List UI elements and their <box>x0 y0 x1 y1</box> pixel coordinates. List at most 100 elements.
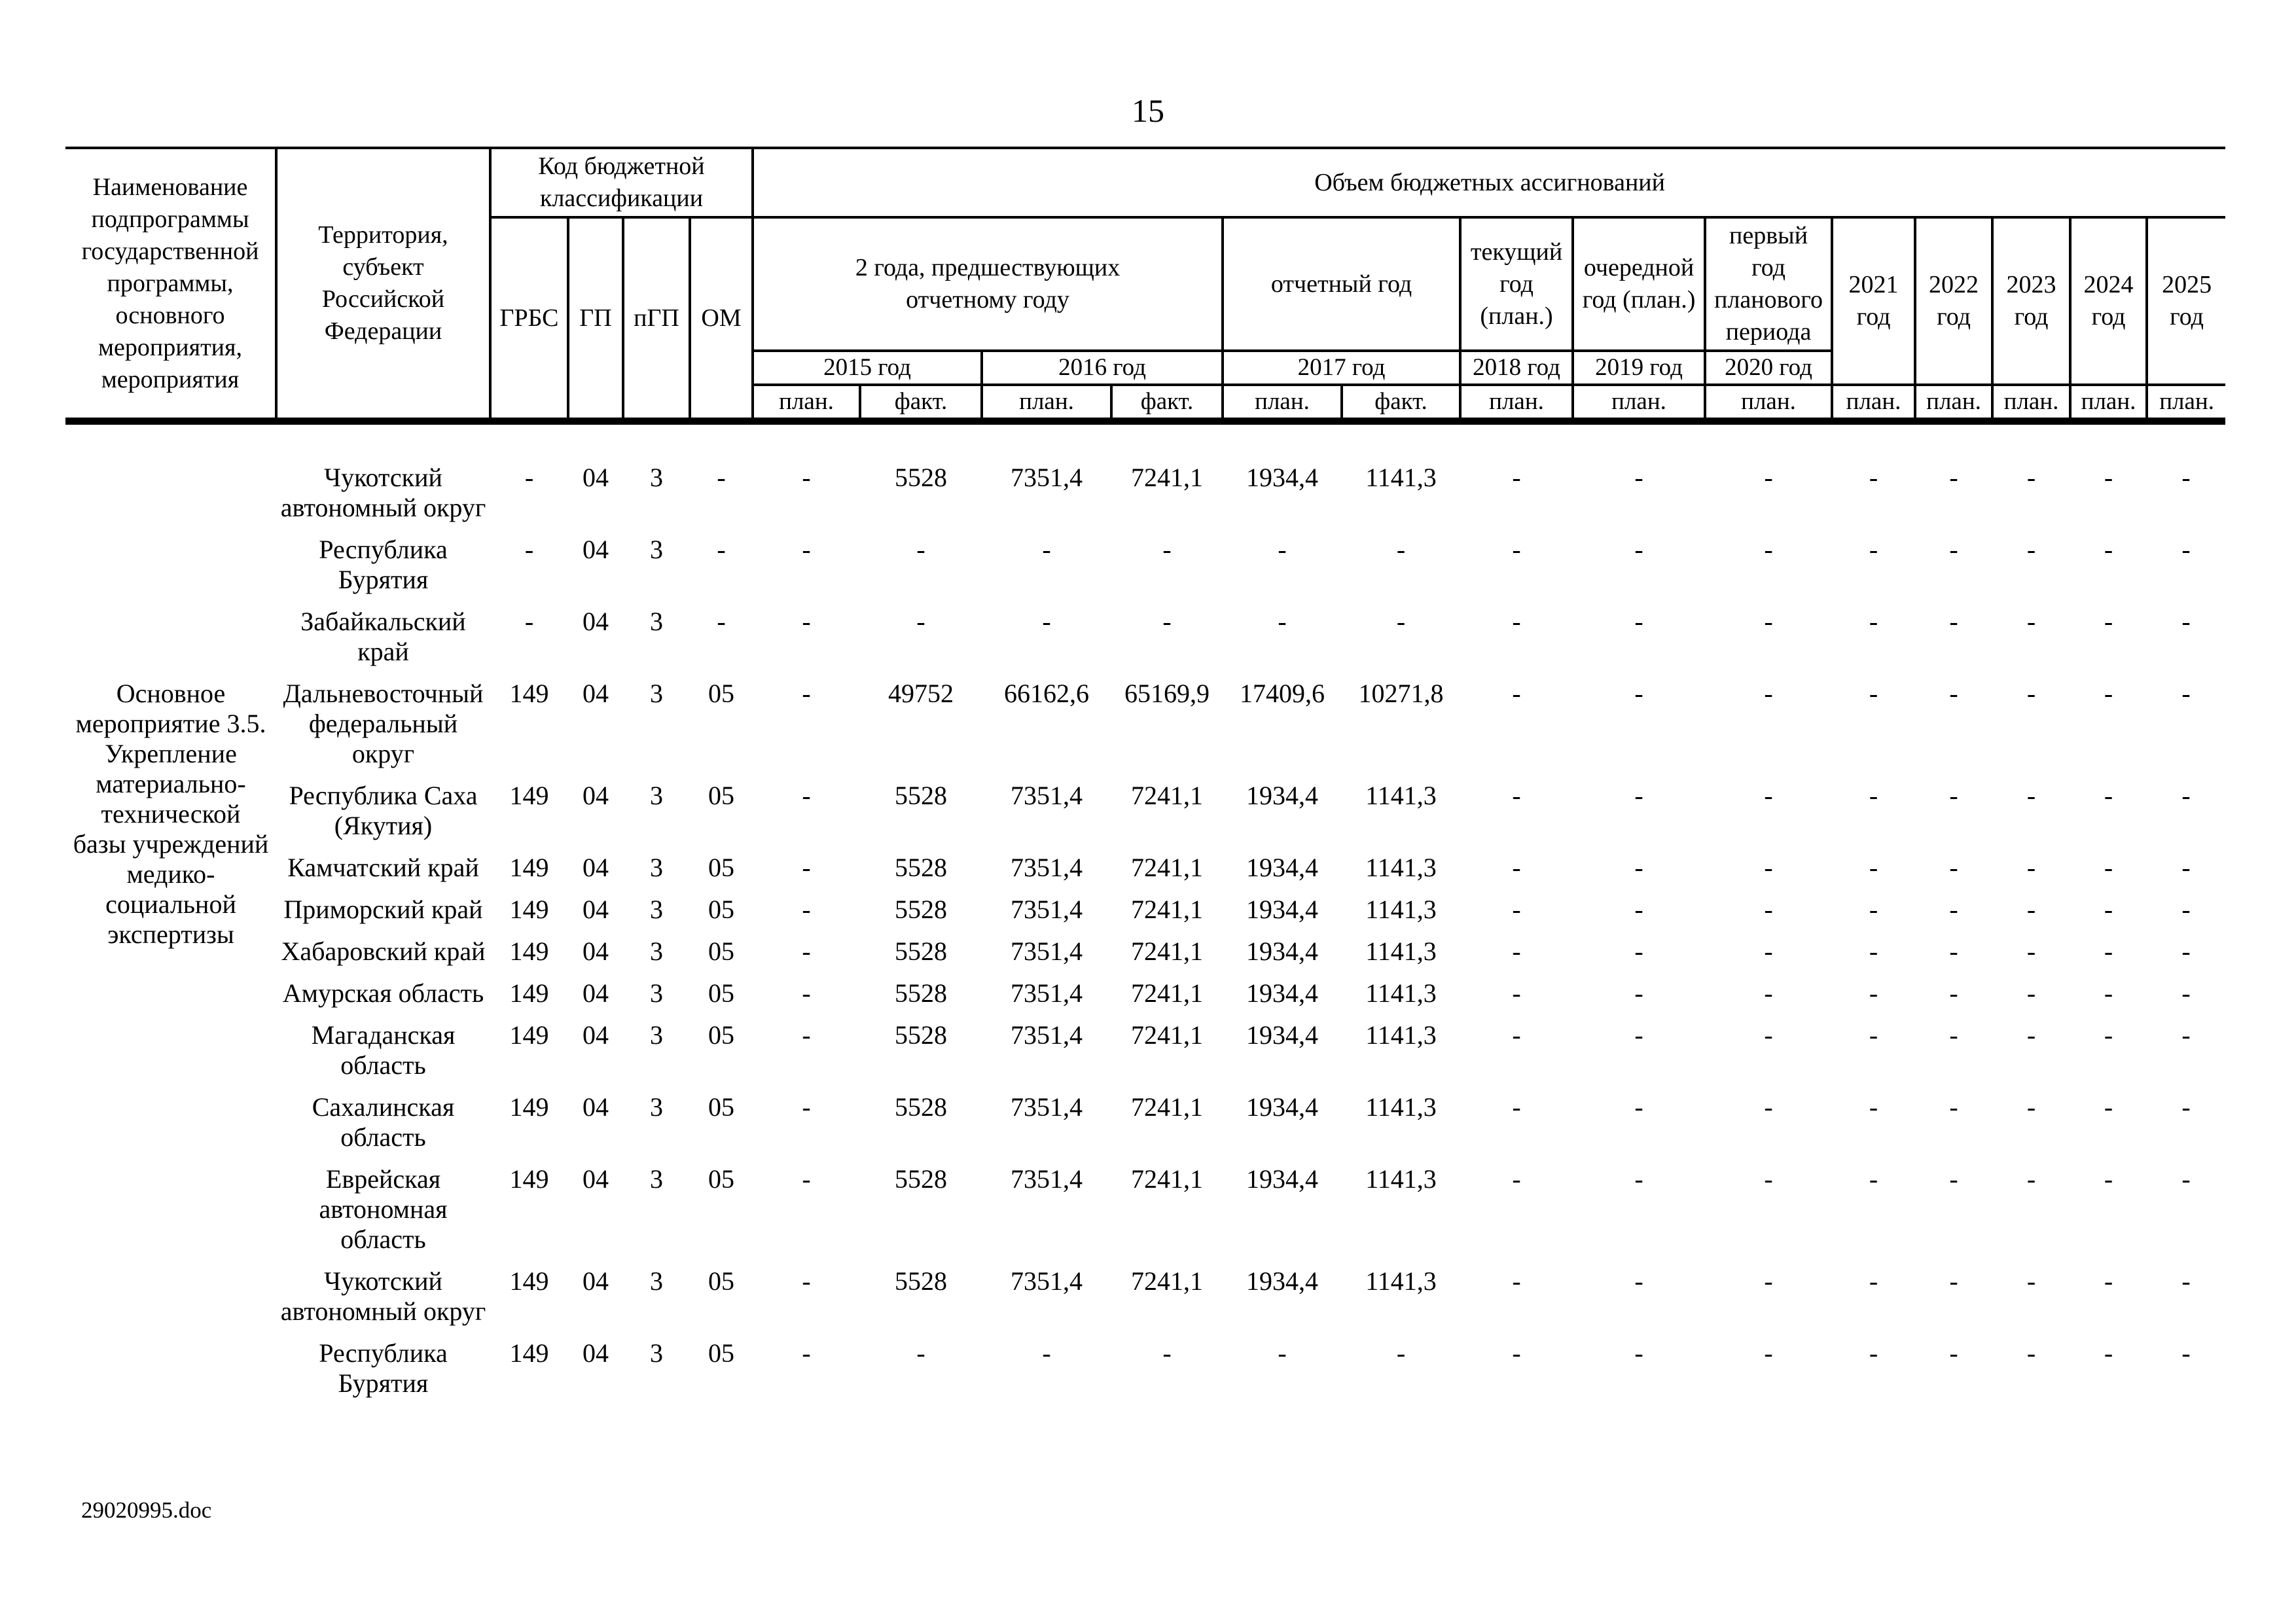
territory-cell: Забайкальский край <box>300 607 466 666</box>
pgp-cell: 3 <box>650 535 663 564</box>
value-cell: 5528 <box>895 1266 948 1296</box>
value-cell: - <box>1512 895 1521 924</box>
value-cell: - <box>1512 936 1521 966</box>
table-row: Республика Бурятия 149 04 3 05 - - - - - - - - - - - - - - <box>65 1338 2225 1410</box>
value-cell: - <box>1869 978 1878 1008</box>
territory-cell: Сахалинская область <box>312 1092 455 1152</box>
value-cell: - <box>2026 1266 2036 1296</box>
value-cell: - <box>2104 463 2113 492</box>
gp-cell: 04 <box>583 463 609 492</box>
value-cell: 5528 <box>895 895 948 924</box>
header-plan-2025: план. <box>2145 383 2226 425</box>
pgp-cell: 3 <box>650 1266 663 1296</box>
value-cell: 1934,4 <box>1246 1092 1319 1122</box>
value-cell: 7351,4 <box>1011 936 1083 966</box>
value-cell: - <box>802 936 811 966</box>
header-year-2019: 2019 год <box>1571 349 1707 386</box>
gp-cell: 04 <box>583 1020 609 1050</box>
table-row: Основное мероприятие 3.5. Укрепление мат… <box>65 679 2225 949</box>
value-cell: 5528 <box>895 1020 948 1050</box>
header-territory: Территория, субъект Российской Федерации <box>275 147 492 425</box>
value-cell: - <box>1278 535 1287 564</box>
value-cell: - <box>1764 1020 1773 1050</box>
table-row: Чукотский автономный округ - 04 3 - - 5528 7351… <box>65 421 2225 535</box>
gp-cell: 04 <box>583 1092 609 1122</box>
header-year-2020: 2020 год <box>1704 349 1834 386</box>
pgp-cell: 3 <box>650 895 663 924</box>
table-row: Магаданская область 149 04 3 05 - 5528 7351,4 72… <box>65 1020 2225 1092</box>
header-next-year: очередной год (план.) <box>1571 216 1707 352</box>
header-first-plan-year: первый год планового периода <box>1704 216 1834 352</box>
value-cell: - <box>802 1338 811 1368</box>
value-cell: - <box>1512 781 1521 810</box>
pgp-cell: 3 <box>650 1092 663 1122</box>
value-cell: 7351,4 <box>1011 1164 1083 1194</box>
gp-cell: 04 <box>583 1164 609 1194</box>
value-cell: 1934,4 <box>1246 1020 1319 1050</box>
value-cell: - <box>1949 679 1958 708</box>
value-cell: - <box>1396 607 1406 636</box>
header-plan-2015: план. <box>751 383 862 425</box>
value-cell: - <box>802 853 811 882</box>
value-cell: - <box>1949 1020 1958 1050</box>
grbs-cell: 149 <box>509 1020 549 1050</box>
value-cell: - <box>1764 463 1773 492</box>
value-cell: - <box>1949 463 1958 492</box>
value-cell: - <box>1512 853 1521 882</box>
value-cell: - <box>1042 1338 1051 1368</box>
value-cell: 1141,3 <box>1365 463 1437 492</box>
value-cell: - <box>2181 535 2191 564</box>
value-cell: - <box>1634 936 1643 966</box>
header-row-top: Наименование подпрограммы государственно… <box>65 147 2226 425</box>
value-cell: - <box>2181 1338 2191 1368</box>
value-cell: 1141,3 <box>1365 1266 1437 1296</box>
value-cell: - <box>1162 607 1172 636</box>
table-row: Хабаровский край 149 04 3 05 - 5528 7351,4 7241,… <box>65 936 2225 978</box>
value-cell: - <box>1949 1338 1958 1368</box>
header-two-prior-years: 2 года, предшествующих отчетному году <box>751 216 1225 352</box>
gp-cell: 04 <box>583 679 609 708</box>
territory-cell: Чукотский автономный округ <box>280 463 486 522</box>
value-cell: - <box>802 463 811 492</box>
grbs-cell: 149 <box>509 1164 549 1194</box>
header-year-2018: 2018 год <box>1459 349 1575 386</box>
header-row-groups: ГРБС ГП пГП ОМ 2 года, предшествующих от… <box>65 216 2226 425</box>
table-row: Чукотский автономный округ 149 04 3 05 - 5528 7… <box>65 1266 2225 1338</box>
value-cell: - <box>802 1164 811 1194</box>
value-cell: - <box>1634 679 1643 708</box>
table-row: Еврейская автономная область 149 04 3 05 - 552… <box>65 1164 2225 1266</box>
value-cell: - <box>2026 978 2036 1008</box>
value-cell: - <box>2026 853 2036 882</box>
value-cell: - <box>1042 607 1051 636</box>
territory-cell: Приморский край <box>283 895 483 924</box>
value-cell: 66162,6 <box>1004 679 1090 708</box>
value-cell: - <box>2181 463 2191 492</box>
value-cell: - <box>2104 1092 2113 1122</box>
value-cell: - <box>1278 607 1287 636</box>
header-year-2021: 2021 год <box>1831 216 1917 386</box>
value-cell: - <box>1949 936 1958 966</box>
value-cell: - <box>2026 1020 2036 1050</box>
header-pgp: пГП <box>622 216 691 425</box>
value-cell: 7351,4 <box>1011 978 1083 1008</box>
value-cell: - <box>2026 463 2036 492</box>
value-cell: - <box>2181 895 2191 924</box>
value-cell: - <box>916 535 925 564</box>
header-plan-2020: план. <box>1704 383 1834 425</box>
value-cell: - <box>802 1020 811 1050</box>
value-cell: 7241,1 <box>1131 1092 1204 1122</box>
value-cell: - <box>1764 781 1773 810</box>
value-cell: - <box>1869 679 1878 708</box>
om-cell: 05 <box>708 853 735 882</box>
value-cell: - <box>1512 463 1521 492</box>
value-cell: - <box>2026 679 2036 708</box>
value-cell: - <box>1869 895 1878 924</box>
pgp-cell: 3 <box>650 853 663 882</box>
value-cell: - <box>1162 535 1172 564</box>
grbs-cell: 149 <box>509 679 549 708</box>
value-cell: - <box>2104 679 2113 708</box>
header-plan-2019: план. <box>1571 383 1707 425</box>
value-cell: - <box>1764 535 1773 564</box>
value-cell: - <box>802 781 811 810</box>
pgp-cell: 3 <box>650 679 663 708</box>
